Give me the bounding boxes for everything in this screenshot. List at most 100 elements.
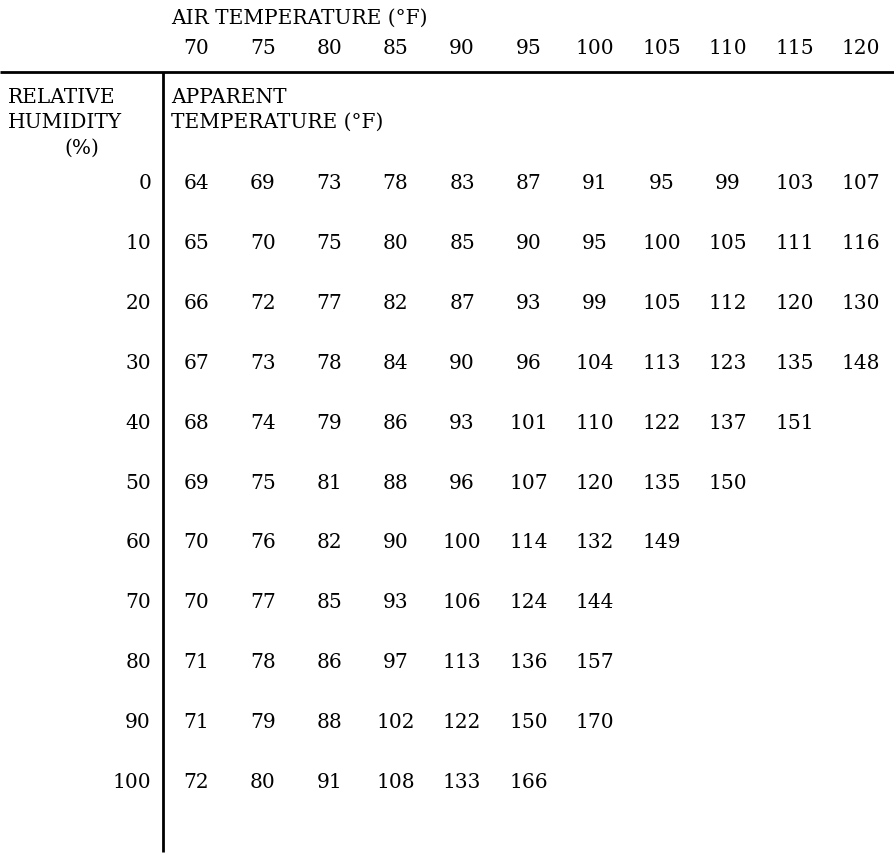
Text: 103: 103 xyxy=(775,173,814,193)
Text: 78: 78 xyxy=(383,173,409,193)
Text: 70: 70 xyxy=(183,534,209,553)
Text: 79: 79 xyxy=(249,714,275,733)
Text: 86: 86 xyxy=(316,654,342,673)
Text: 136: 136 xyxy=(510,654,548,673)
Text: 76: 76 xyxy=(249,534,275,553)
Text: 90: 90 xyxy=(449,39,475,57)
Text: 170: 170 xyxy=(576,714,614,733)
Text: 83: 83 xyxy=(449,173,475,193)
Text: 122: 122 xyxy=(443,714,481,733)
Text: 91: 91 xyxy=(316,774,342,793)
Text: 95: 95 xyxy=(648,173,674,193)
Text: 74: 74 xyxy=(249,413,275,433)
Text: 107: 107 xyxy=(841,173,880,193)
Text: 104: 104 xyxy=(576,353,614,373)
Text: 90: 90 xyxy=(516,233,542,253)
Text: 87: 87 xyxy=(516,173,542,193)
Text: 137: 137 xyxy=(709,413,747,433)
Text: 105: 105 xyxy=(642,293,680,313)
Text: 77: 77 xyxy=(316,293,342,313)
Text: 112: 112 xyxy=(709,293,747,313)
Text: 111: 111 xyxy=(775,233,814,253)
Text: TEMPERATURE (°F): TEMPERATURE (°F) xyxy=(171,112,384,131)
Text: 77: 77 xyxy=(249,594,275,613)
Text: 30: 30 xyxy=(125,353,151,373)
Text: 110: 110 xyxy=(709,39,747,57)
Text: 88: 88 xyxy=(316,714,342,733)
Text: APPARENT: APPARENT xyxy=(171,87,287,106)
Text: 120: 120 xyxy=(775,293,814,313)
Text: 93: 93 xyxy=(383,594,409,613)
Text: 79: 79 xyxy=(316,413,342,433)
Text: 122: 122 xyxy=(642,413,680,433)
Text: 123: 123 xyxy=(709,353,747,373)
Text: 80: 80 xyxy=(383,233,409,253)
Text: 81: 81 xyxy=(316,474,342,493)
Text: 10: 10 xyxy=(125,233,151,253)
Text: 88: 88 xyxy=(383,474,409,493)
Text: 151: 151 xyxy=(775,413,814,433)
Text: 85: 85 xyxy=(449,233,475,253)
Text: 96: 96 xyxy=(516,353,542,373)
Text: 72: 72 xyxy=(249,293,275,313)
Text: 115: 115 xyxy=(775,39,814,57)
Text: 135: 135 xyxy=(642,474,680,493)
Text: 144: 144 xyxy=(576,594,614,613)
Text: 67: 67 xyxy=(183,353,209,373)
Text: 157: 157 xyxy=(576,654,614,673)
Text: 85: 85 xyxy=(383,39,409,57)
Text: 116: 116 xyxy=(841,233,880,253)
Text: 120: 120 xyxy=(841,39,880,57)
Text: 87: 87 xyxy=(449,293,475,313)
Text: RELATIVE: RELATIVE xyxy=(8,87,115,106)
Text: 114: 114 xyxy=(510,534,548,553)
Text: 130: 130 xyxy=(841,293,880,313)
Text: 70: 70 xyxy=(183,594,209,613)
Text: 110: 110 xyxy=(576,413,614,433)
Text: AIR TEMPERATURE (°F): AIR TEMPERATURE (°F) xyxy=(171,9,427,27)
Text: 0: 0 xyxy=(139,173,151,193)
Text: 113: 113 xyxy=(443,654,481,673)
Text: 105: 105 xyxy=(709,233,747,253)
Text: 75: 75 xyxy=(249,474,275,493)
Text: 78: 78 xyxy=(316,353,342,373)
Text: 100: 100 xyxy=(576,39,614,57)
Text: 69: 69 xyxy=(249,173,275,193)
Text: 95: 95 xyxy=(516,39,542,57)
Text: 69: 69 xyxy=(183,474,209,493)
Text: 66: 66 xyxy=(183,293,209,313)
Text: 132: 132 xyxy=(576,534,614,553)
Text: 71: 71 xyxy=(183,654,209,673)
Text: 99: 99 xyxy=(715,173,741,193)
Text: 40: 40 xyxy=(125,413,151,433)
Text: 68: 68 xyxy=(183,413,209,433)
Text: 108: 108 xyxy=(376,774,415,793)
Text: 97: 97 xyxy=(383,654,409,673)
Text: 80: 80 xyxy=(249,774,275,793)
Text: 135: 135 xyxy=(775,353,814,373)
Text: 100: 100 xyxy=(443,534,481,553)
Text: 50: 50 xyxy=(125,474,151,493)
Text: 150: 150 xyxy=(709,474,747,493)
Text: 86: 86 xyxy=(383,413,409,433)
Text: 99: 99 xyxy=(582,293,608,313)
Text: 100: 100 xyxy=(642,233,680,253)
Text: 78: 78 xyxy=(249,654,275,673)
Text: 70: 70 xyxy=(125,594,151,613)
Text: 80: 80 xyxy=(316,39,342,57)
Text: 149: 149 xyxy=(642,534,680,553)
Text: 102: 102 xyxy=(376,714,415,733)
Text: 90: 90 xyxy=(449,353,475,373)
Text: 70: 70 xyxy=(183,39,209,57)
Text: 20: 20 xyxy=(125,293,151,313)
Text: 90: 90 xyxy=(125,714,151,733)
Text: 65: 65 xyxy=(183,233,209,253)
Text: 107: 107 xyxy=(510,474,548,493)
Text: 100: 100 xyxy=(113,774,151,793)
Text: 113: 113 xyxy=(642,353,680,373)
Text: 72: 72 xyxy=(183,774,209,793)
Text: 71: 71 xyxy=(183,714,209,733)
Text: 166: 166 xyxy=(510,774,548,793)
Text: 60: 60 xyxy=(125,534,151,553)
Text: 73: 73 xyxy=(249,353,275,373)
